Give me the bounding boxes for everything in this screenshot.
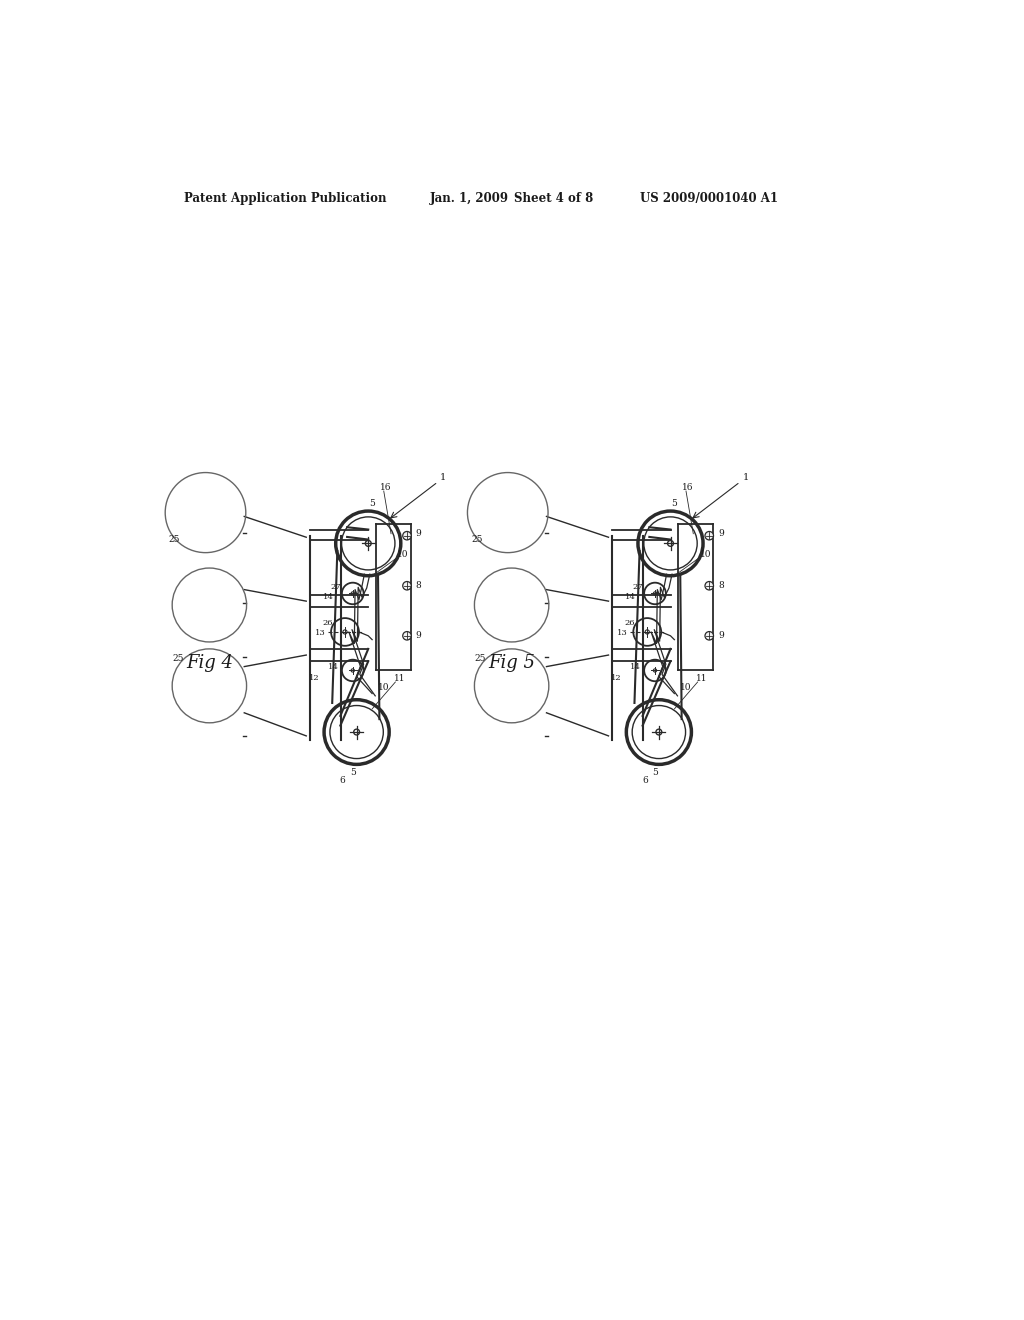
Circle shape (402, 532, 412, 540)
Circle shape (705, 532, 714, 540)
Text: 9: 9 (416, 631, 422, 640)
Circle shape (705, 631, 714, 640)
Text: 5: 5 (652, 768, 658, 776)
Text: 9: 9 (718, 529, 724, 537)
Text: Fig 5: Fig 5 (488, 653, 536, 672)
Text: 10: 10 (680, 682, 692, 692)
Text: 25: 25 (471, 535, 482, 544)
Text: 25: 25 (173, 655, 184, 664)
Text: 25: 25 (169, 535, 180, 544)
Text: 27: 27 (633, 583, 643, 591)
Text: 25: 25 (475, 655, 486, 664)
Text: 8: 8 (416, 581, 422, 590)
Text: Patent Application Publication: Patent Application Publication (183, 191, 386, 205)
Circle shape (705, 582, 714, 590)
Text: 10: 10 (378, 682, 389, 692)
Text: Jan. 1, 2009: Jan. 1, 2009 (430, 191, 509, 205)
Text: 10: 10 (397, 550, 409, 560)
Text: 6: 6 (340, 776, 345, 785)
Text: 9: 9 (718, 631, 724, 640)
Text: Sheet 4 of 8: Sheet 4 of 8 (514, 191, 593, 205)
Text: US 2009/0001040 A1: US 2009/0001040 A1 (640, 191, 777, 205)
Text: Fig 4: Fig 4 (186, 653, 233, 672)
Text: 5: 5 (672, 499, 677, 508)
Text: 27: 27 (331, 583, 341, 591)
Text: 9: 9 (416, 529, 422, 537)
Text: 14: 14 (323, 593, 334, 602)
Text: 13: 13 (617, 630, 628, 638)
Text: 12: 12 (611, 675, 622, 682)
Circle shape (402, 582, 412, 590)
Text: 1: 1 (440, 474, 446, 482)
Text: 14: 14 (328, 663, 339, 671)
Text: 12: 12 (308, 675, 319, 682)
Text: 16: 16 (380, 483, 391, 491)
Text: 11: 11 (393, 673, 406, 682)
Text: 10: 10 (699, 550, 711, 560)
Circle shape (402, 631, 412, 640)
Text: 14: 14 (630, 663, 641, 671)
Text: 26: 26 (323, 619, 333, 627)
Text: 11: 11 (695, 673, 708, 682)
Text: 8: 8 (718, 581, 724, 590)
Text: 6: 6 (642, 776, 648, 785)
Text: 26: 26 (625, 619, 636, 627)
Text: 5: 5 (350, 768, 355, 776)
Text: 14: 14 (625, 593, 636, 602)
Text: 5: 5 (370, 499, 375, 508)
Text: 1: 1 (742, 474, 749, 482)
Text: 16: 16 (682, 483, 693, 491)
Text: 13: 13 (314, 630, 326, 638)
